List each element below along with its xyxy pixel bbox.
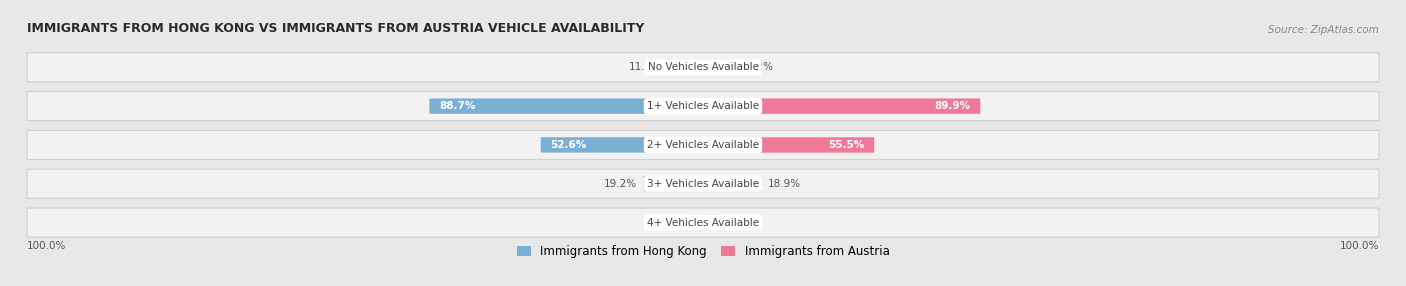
Text: 89.9%: 89.9% bbox=[935, 101, 970, 111]
FancyBboxPatch shape bbox=[703, 59, 734, 75]
Text: 4+ Vehicles Available: 4+ Vehicles Available bbox=[647, 218, 759, 228]
FancyBboxPatch shape bbox=[703, 137, 875, 153]
FancyBboxPatch shape bbox=[644, 176, 703, 191]
Text: No Vehicles Available: No Vehicles Available bbox=[648, 62, 758, 72]
Text: IMMIGRANTS FROM HONG KONG VS IMMIGRANTS FROM AUSTRIA VEHICLE AVAILABILITY: IMMIGRANTS FROM HONG KONG VS IMMIGRANTS … bbox=[27, 23, 644, 35]
Text: 19.2%: 19.2% bbox=[605, 179, 637, 189]
FancyBboxPatch shape bbox=[683, 215, 703, 230]
Text: 52.6%: 52.6% bbox=[551, 140, 586, 150]
Text: 6.5%: 6.5% bbox=[650, 218, 676, 228]
FancyBboxPatch shape bbox=[703, 215, 721, 230]
Text: 18.9%: 18.9% bbox=[768, 179, 801, 189]
FancyBboxPatch shape bbox=[703, 176, 761, 191]
FancyBboxPatch shape bbox=[541, 137, 703, 153]
FancyBboxPatch shape bbox=[703, 98, 980, 114]
Text: 100.0%: 100.0% bbox=[27, 241, 66, 251]
Text: 10.2%: 10.2% bbox=[741, 62, 775, 72]
Text: 1+ Vehicles Available: 1+ Vehicles Available bbox=[647, 101, 759, 111]
Text: 100.0%: 100.0% bbox=[1340, 241, 1379, 251]
Text: 3+ Vehicles Available: 3+ Vehicles Available bbox=[647, 179, 759, 189]
Text: Source: ZipAtlas.com: Source: ZipAtlas.com bbox=[1268, 25, 1379, 35]
Text: 2+ Vehicles Available: 2+ Vehicles Available bbox=[647, 140, 759, 150]
Text: 11.3%: 11.3% bbox=[628, 62, 662, 72]
Text: 88.7%: 88.7% bbox=[439, 101, 475, 111]
FancyBboxPatch shape bbox=[27, 53, 1379, 82]
FancyBboxPatch shape bbox=[27, 130, 1379, 160]
Text: 6.0%: 6.0% bbox=[728, 218, 755, 228]
Legend: Immigrants from Hong Kong, Immigrants from Austria: Immigrants from Hong Kong, Immigrants fr… bbox=[512, 241, 894, 263]
FancyBboxPatch shape bbox=[27, 208, 1379, 237]
FancyBboxPatch shape bbox=[668, 59, 703, 75]
FancyBboxPatch shape bbox=[27, 169, 1379, 198]
Text: 55.5%: 55.5% bbox=[828, 140, 865, 150]
FancyBboxPatch shape bbox=[429, 98, 703, 114]
FancyBboxPatch shape bbox=[27, 92, 1379, 121]
